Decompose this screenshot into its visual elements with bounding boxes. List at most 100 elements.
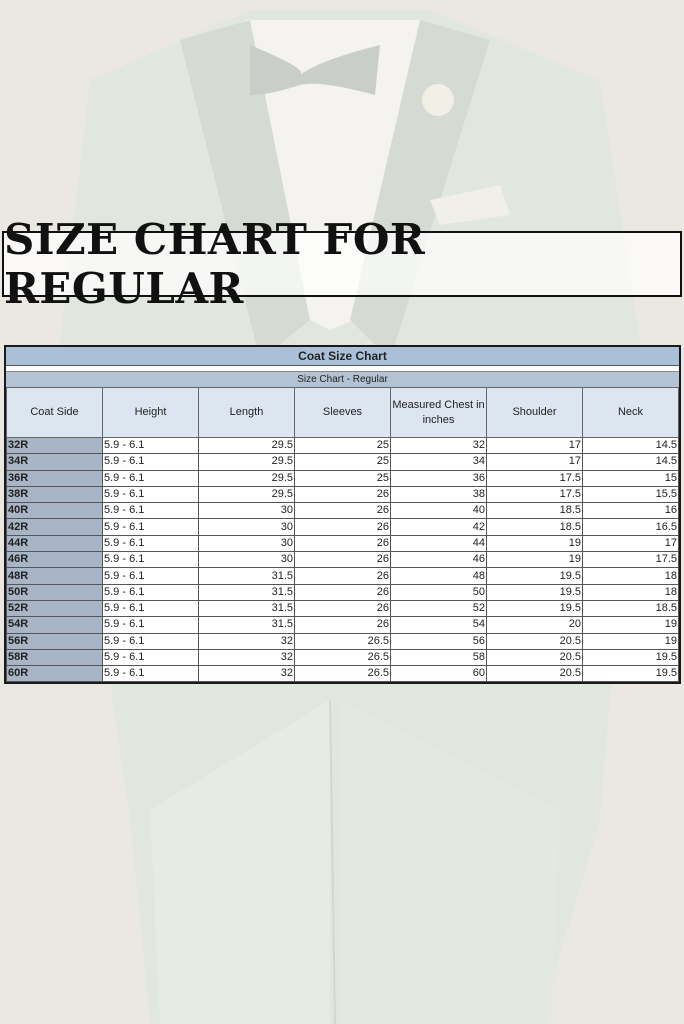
table-cell: 26 [294,518,391,536]
size-cell: 60R [6,665,103,683]
table-cell: 5.9 - 6.1 [102,648,199,667]
table-cell: 31.5 [198,567,295,585]
table-cell: 17 [486,453,583,471]
table-cell: 19 [582,616,679,634]
table-cell: 20.5 [486,648,583,667]
table-cell: 20.5 [486,632,583,650]
table-cell: 44 [390,534,487,553]
table-row: 46R 5.9 - 6.1 30 26 46 19 17.5 [6,551,679,569]
table-cell: 29.5 [198,436,295,455]
table-cell: 54 [390,616,487,634]
table-cell: 26 [294,551,391,569]
table-cell: 18.5 [486,502,583,520]
coat-size-chart: Coat Size Chart Size Chart - Regular Coa… [4,345,681,685]
table-row: 56R 5.9 - 6.1 32 26.5 56 20.5 19 [6,632,679,650]
table-cell: 5.9 - 6.1 [102,469,199,487]
table-cell: 26 [294,534,391,553]
size-cell: 54R [6,616,103,634]
header-row: Coat Side Height Length Sleeves Measured Che… [6,387,679,438]
table-cell: 17 [582,534,679,553]
table-cell: 25 [294,469,391,487]
table-row: 38R 5.9 - 6.1 29.5 26 38 17.5 15.5 [6,485,679,504]
size-cell: 56R [6,632,103,650]
table-cell: 30 [198,502,295,520]
table-cell: 19 [486,534,583,553]
table-cell: 5.9 - 6.1 [102,599,199,618]
table-cell: 29.5 [198,453,295,471]
chart-title: Coat Size Chart [6,347,679,366]
table-cell: 40 [390,502,487,520]
table-cell: 50 [390,583,487,601]
table-cell: 31.5 [198,616,295,634]
table-cell: 32 [390,436,487,455]
table-cell: 26.5 [294,665,391,683]
table-cell: 26.5 [294,648,391,667]
size-cell: 42R [6,518,103,536]
table-row: 34R 5.9 - 6.1 29.5 25 34 17 14.5 [6,453,679,471]
table-cell: 5.9 - 6.1 [102,632,199,650]
table-cell: 19.5 [582,648,679,667]
banner-title: SIZE CHART FOR REGULAR [4,215,426,313]
chart-subtitle: Size Chart - Regular [6,371,679,387]
table-cell: 31.5 [198,583,295,601]
table-cell: 5.9 - 6.1 [102,534,199,553]
table-cell: 17.5 [486,485,583,504]
column-header: Sleeves [294,387,391,438]
table-cell: 5.9 - 6.1 [102,583,199,601]
size-cell: 46R [6,551,103,569]
table-cell: 26.5 [294,632,391,650]
table-cell: 30 [198,518,295,536]
table-cell: 32 [198,648,295,667]
table-cell: 26 [294,485,391,504]
table-cell: 32 [198,632,295,650]
table-cell: 26 [294,616,391,634]
table-cell: 5.9 - 6.1 [102,453,199,471]
table-cell: 48 [390,567,487,585]
table-cell: 18.5 [582,599,679,618]
table-cell: 5.9 - 6.1 [102,485,199,504]
table-cell: 25 [294,436,391,455]
table-row: 44R 5.9 - 6.1 30 26 44 19 17 [6,534,679,553]
table-cell: 19.5 [486,599,583,618]
size-cell: 50R [6,583,103,601]
table-cell: 42 [390,518,487,536]
divider [6,366,679,371]
table-cell: 29.5 [198,485,295,504]
size-cell: 32R [6,436,103,455]
size-cell: 52R [6,599,103,618]
table-cell: 14.5 [582,436,679,455]
table-cell: 19.5 [486,583,583,601]
table-row: 52R 5.9 - 6.1 31.5 26 52 19.5 18.5 [6,599,679,618]
size-cell: 58R [6,648,103,667]
column-header: Shoulder [486,387,583,438]
size-cell: 40R [6,502,103,520]
table-cell: 20 [486,616,583,634]
table-cell: 34 [390,453,487,471]
table-cell: 16.5 [582,518,679,536]
table-cell: 5.9 - 6.1 [102,551,199,569]
table-row: 36R 5.9 - 6.1 29.5 25 36 17.5 15 [6,469,679,487]
table-cell: 18.5 [486,518,583,536]
table-cell: 19 [582,632,679,650]
table-cell: 19.5 [582,665,679,683]
table-cell: 19 [486,551,583,569]
table-cell: 26 [294,599,391,618]
table-cell: 52 [390,599,487,618]
table-row: 50R 5.9 - 6.1 31.5 26 50 19.5 18 [6,583,679,601]
size-cell: 48R [6,567,103,585]
table-row: 54R 5.9 - 6.1 31.5 26 54 20 19 [6,616,679,634]
size-cell: 38R [6,485,103,504]
table-cell: 5.9 - 6.1 [102,665,199,683]
size-cell: 44R [6,534,103,553]
table-cell: 5.9 - 6.1 [102,518,199,536]
size-chart-banner: SIZE CHART FOR REGULAR [2,215,682,313]
table-cell: 26 [294,583,391,601]
table-cell: 14.5 [582,453,679,471]
table-cell: 17 [486,436,583,455]
table-cell: 5.9 - 6.1 [102,502,199,520]
table-cell: 58 [390,648,487,667]
table-cell: 38 [390,485,487,504]
table-cell: 5.9 - 6.1 [102,436,199,455]
table-cell: 36 [390,469,487,487]
table-cell: 18 [582,583,679,601]
